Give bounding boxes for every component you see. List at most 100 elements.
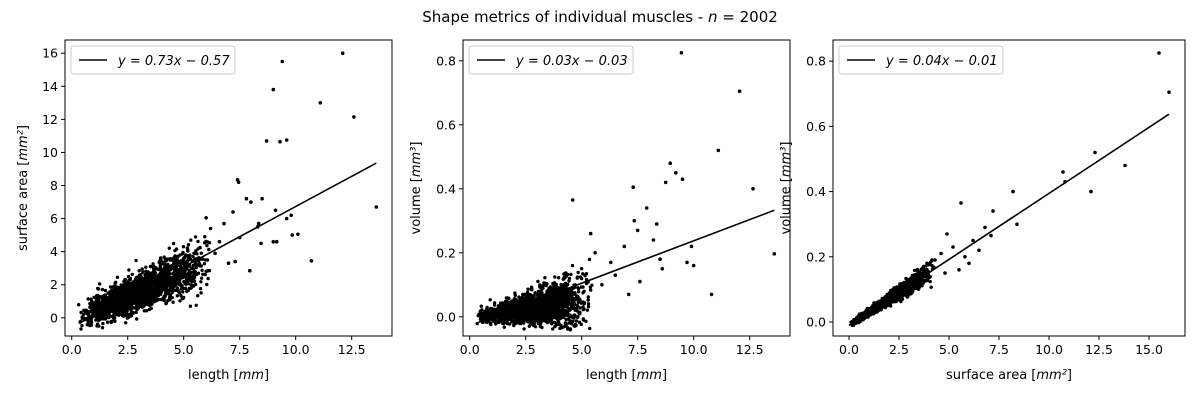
data-point	[213, 251, 217, 256]
data-point	[98, 294, 102, 299]
data-point	[206, 276, 210, 281]
x-tick-label: 5.0	[572, 342, 592, 357]
data-point	[116, 285, 120, 289]
data-point	[374, 205, 379, 209]
data-point	[522, 327, 526, 331]
data-point	[626, 292, 631, 297]
data-point	[475, 321, 479, 326]
data-point	[541, 286, 545, 290]
data-point	[540, 325, 544, 330]
data-point	[141, 270, 145, 274]
data-point	[162, 298, 166, 302]
data-point	[530, 311, 535, 315]
data-point	[580, 300, 584, 304]
data-point	[194, 303, 198, 307]
data-point	[87, 313, 91, 317]
y-tick-label: 12	[42, 112, 58, 127]
data-point	[101, 294, 105, 299]
data-point	[527, 310, 531, 314]
data-point	[567, 276, 572, 281]
data-point	[500, 306, 505, 310]
data-point	[138, 304, 142, 309]
data-point	[542, 281, 546, 285]
data-point	[92, 303, 96, 307]
data-point	[125, 287, 130, 292]
data-point	[547, 286, 551, 291]
data-point	[97, 282, 102, 286]
data-point	[560, 303, 564, 307]
y-tick-label: 0.0	[436, 309, 456, 324]
data-point	[576, 290, 581, 294]
x-axis-label: length [mm]	[586, 368, 667, 383]
data-point	[200, 268, 204, 272]
data-point	[204, 239, 208, 244]
data-point	[164, 263, 168, 267]
data-point	[537, 290, 541, 294]
y-axis-label: surface area [mm²]	[16, 125, 31, 251]
data-point	[352, 115, 356, 119]
data-point	[631, 185, 635, 189]
data-point	[536, 319, 540, 323]
data-point	[534, 314, 539, 318]
x-tick-label: 0.0	[460, 342, 480, 357]
data-point	[588, 326, 592, 331]
data-point	[171, 241, 176, 246]
data-point	[573, 297, 577, 302]
data-point	[198, 287, 203, 291]
data-point	[179, 262, 183, 266]
data-point	[119, 284, 124, 289]
data-point	[501, 321, 505, 326]
data-point	[570, 263, 575, 268]
y-tick-label: 16	[42, 46, 58, 61]
data-point	[189, 238, 193, 242]
data-point	[479, 304, 483, 308]
x-axis-label: length [mm]	[188, 368, 269, 383]
y-tick-label: 6	[50, 211, 58, 226]
data-point	[233, 259, 237, 264]
data-point	[134, 310, 138, 314]
data-point	[632, 219, 637, 223]
data-point	[483, 315, 487, 320]
data-point	[264, 139, 269, 143]
data-point	[168, 285, 173, 290]
data-point	[146, 302, 151, 307]
data-point	[164, 301, 168, 306]
data-point	[188, 304, 193, 308]
data-point	[569, 272, 573, 277]
data-point	[147, 307, 151, 312]
data-point	[259, 241, 263, 246]
data-point	[103, 317, 107, 321]
data-point	[586, 295, 590, 299]
data-point	[507, 313, 511, 317]
y-tick-label: 0.8	[436, 53, 456, 68]
data-point	[176, 254, 180, 258]
scatter-points	[77, 51, 379, 331]
data-point	[533, 291, 537, 295]
data-point	[176, 278, 180, 282]
data-point	[176, 262, 181, 266]
data-point	[492, 301, 497, 305]
data-point	[170, 288, 174, 293]
data-point	[567, 317, 571, 321]
data-point	[517, 319, 521, 323]
data-point	[514, 320, 518, 324]
data-point	[538, 322, 543, 326]
data-point	[562, 309, 567, 313]
data-point	[166, 291, 170, 296]
data-point	[103, 288, 108, 293]
data-point	[563, 276, 567, 280]
data-point	[144, 265, 148, 269]
figure-title: Shape metrics of individual muscles - n …	[422, 8, 778, 26]
data-point	[541, 309, 546, 313]
data-point	[121, 301, 126, 305]
data-point	[163, 278, 168, 282]
data-point	[191, 284, 196, 288]
data-point	[97, 304, 101, 308]
data-point	[160, 270, 165, 274]
data-point	[205, 243, 209, 248]
legend-label: y = 0.73x − 0.57	[117, 54, 230, 69]
data-point	[558, 296, 563, 301]
y-tick-label: 0.6	[436, 117, 456, 132]
data-point	[512, 297, 517, 301]
y-tick-label: 4	[50, 244, 58, 259]
